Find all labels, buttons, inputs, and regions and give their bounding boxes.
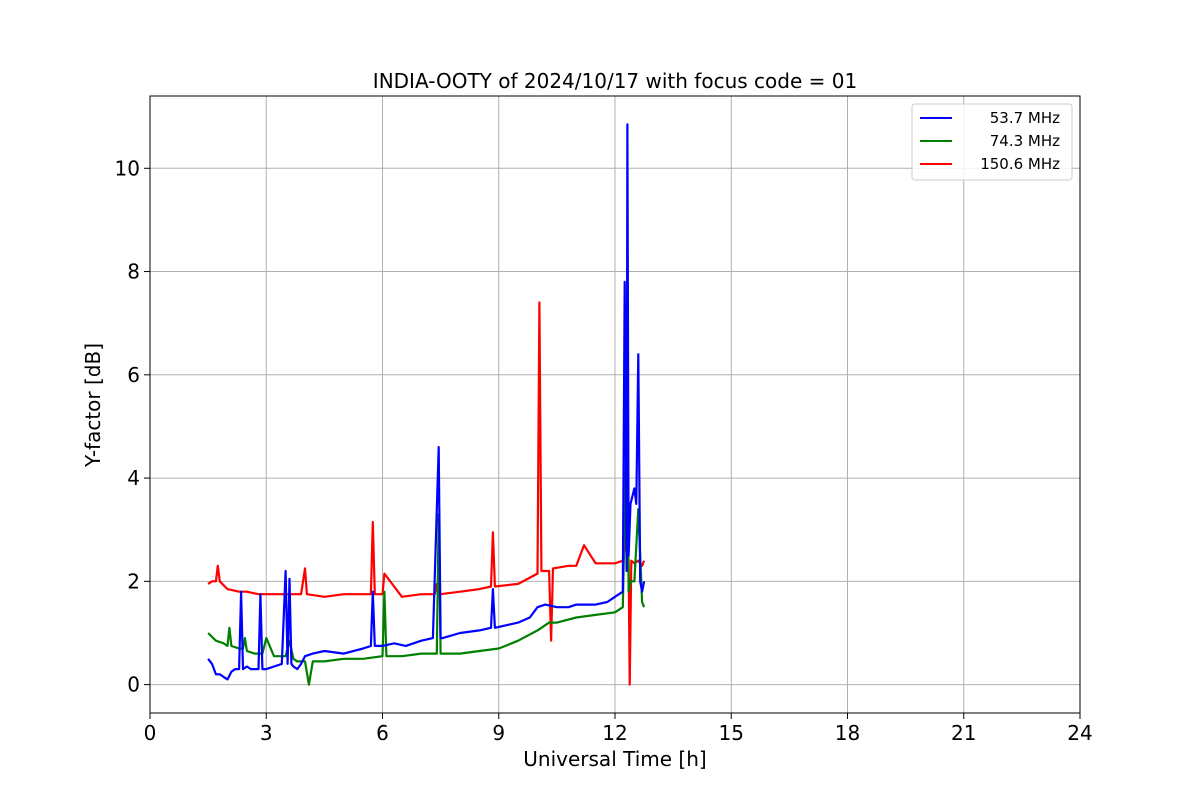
y-tick-label: 4 — [127, 466, 140, 490]
y-axis-label: Y-factor [dB] — [81, 343, 105, 468]
series-layer — [207, 123, 646, 686]
x-axis-label: Universal Time [h] — [523, 747, 706, 771]
series-line-0 — [207, 123, 646, 681]
chart-title: INDIA-OOTY of 2024/10/17 with focus code… — [373, 69, 857, 93]
y-tick-label: 6 — [127, 363, 140, 387]
x-tick-label: 21 — [951, 721, 976, 745]
y-tick-label: 0 — [127, 673, 140, 697]
y-tick-label: 2 — [127, 569, 140, 593]
x-tick-label: 9 — [492, 721, 505, 745]
series-line-1 — [207, 358, 646, 686]
legend-box — [911, 103, 1073, 181]
legend-entry-label: 74.3 MHz — [990, 132, 1060, 150]
x-tick-label: 18 — [835, 721, 860, 745]
x-tick-label: 15 — [719, 721, 744, 745]
y-tick-label: 8 — [127, 260, 140, 284]
x-tick-label: 6 — [376, 721, 389, 745]
x-tick-label: 12 — [602, 721, 627, 745]
y-tick-label: 10 — [115, 156, 140, 180]
legend: 53.7 MHz 74.3 MHz 150.6 MHz — [911, 103, 1073, 181]
legend-entry-label: 53.7 MHz — [990, 109, 1060, 127]
legend-entry-label: 150.6 MHz — [980, 155, 1060, 173]
x-tick-label: 24 — [1067, 721, 1092, 745]
x-tick-label: 3 — [260, 721, 273, 745]
x-tick-label: 0 — [144, 721, 157, 745]
